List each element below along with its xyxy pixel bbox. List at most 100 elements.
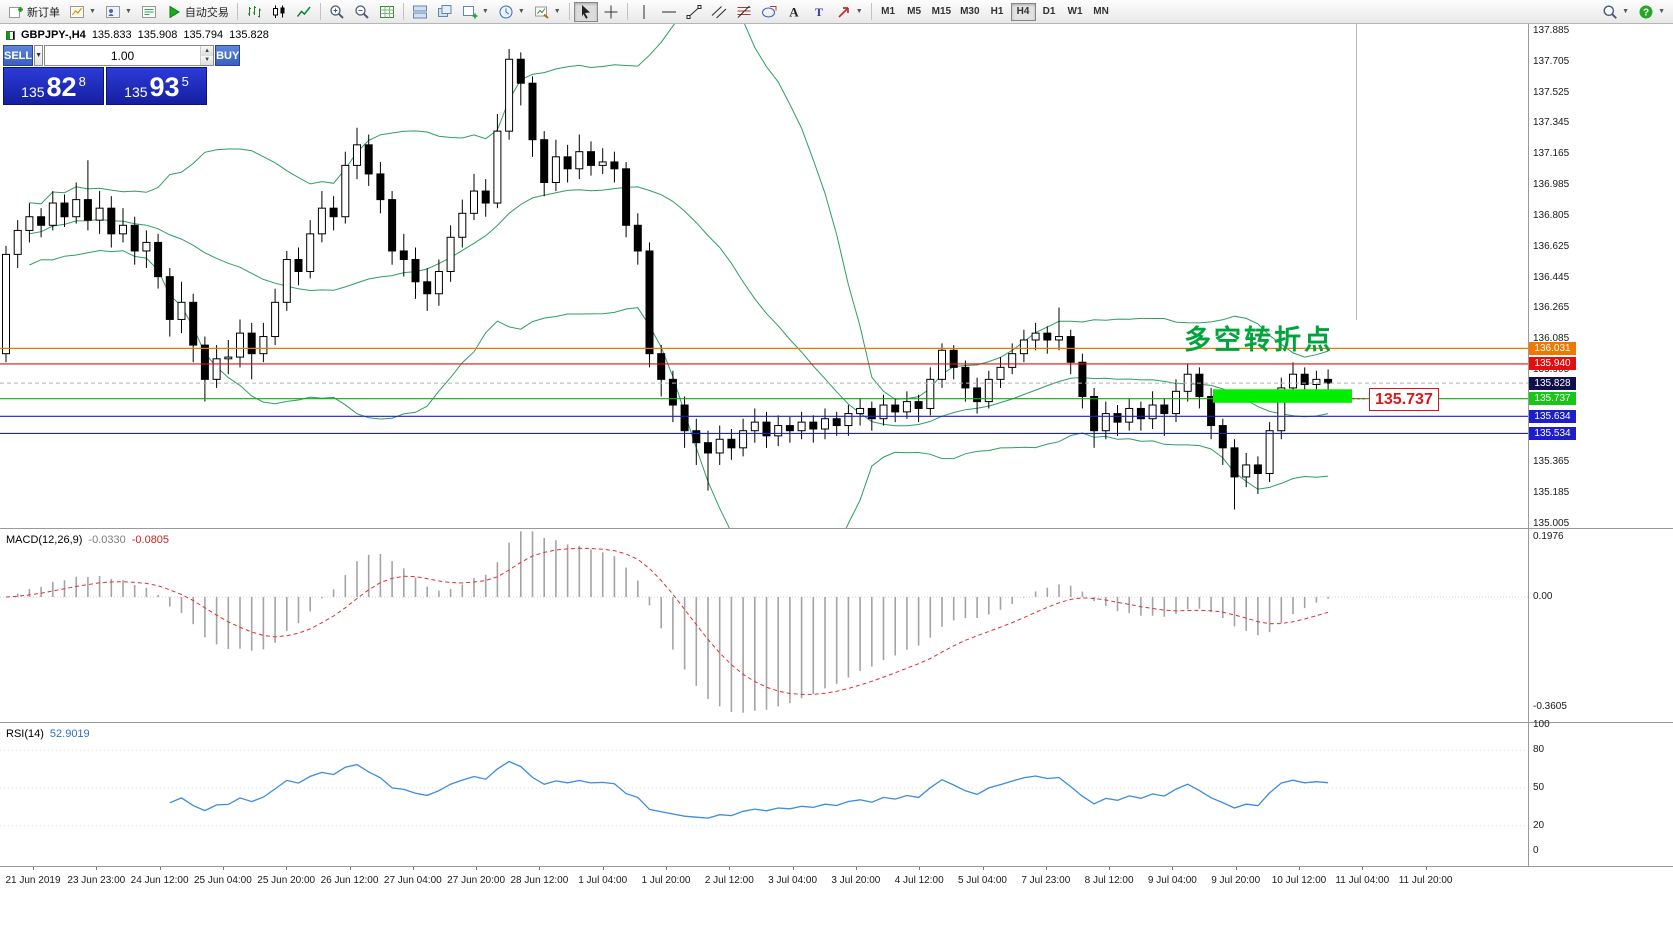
time-tick	[919, 867, 921, 870]
time-tick	[96, 867, 98, 870]
vertical-line-button[interactable]	[632, 2, 656, 22]
time-axis-label: 5 Jul 04:00	[958, 875, 1007, 886]
volume-down-button[interactable]: ▼	[201, 55, 214, 65]
toolbar-separator	[568, 3, 570, 20]
search-button[interactable]: ▼	[1598, 2, 1633, 22]
time-tick	[666, 867, 667, 870]
timeframe-m5[interactable]: M5	[902, 3, 927, 21]
grid-button[interactable]	[375, 2, 399, 22]
sell-button[interactable]: SELL	[3, 45, 34, 66]
timeframe-d1[interactable]: D1	[1037, 3, 1062, 21]
time-tick	[412, 867, 414, 870]
toolbar-separator	[870, 3, 872, 20]
time-axis-label: 3 Jul 04:00	[768, 875, 818, 886]
help-button[interactable]: ▼	[1634, 2, 1669, 22]
rsi-label: RSI(14) 52.9019	[6, 728, 90, 740]
rsi-axis-label: 0	[1533, 845, 1539, 856]
time-tick	[982, 867, 984, 870]
bollinger-lower	[29, 249, 1329, 528]
time-axis[interactable]: 21 Jun 2019 23 Jun 23:00 24 Jun 12:00 25 Ju…	[0, 867, 1673, 893]
panel-separator[interactable]	[0, 722, 1673, 723]
tile-windows-button[interactable]	[408, 2, 432, 22]
time-axis-label: 3 Jul 20:00	[831, 875, 881, 886]
bollinger-upper	[29, 24, 1329, 400]
time-tick	[1109, 867, 1111, 870]
line-chart-button[interactable]	[292, 2, 316, 22]
timeframe-m30[interactable]: M30	[956, 3, 983, 21]
buy-price-prefix: 135	[124, 84, 148, 100]
price-axis-label: 136.805	[1533, 209, 1570, 221]
terminal-button[interactable]	[137, 2, 161, 22]
macd-histogram	[16, 531, 1329, 713]
cascade-windows-button[interactable]	[433, 2, 457, 22]
new-window-button[interactable]: ▼	[458, 2, 493, 22]
fibonacci-button[interactable]	[732, 2, 756, 22]
timeframe-w1[interactable]: W1	[1063, 3, 1088, 21]
time-tick	[1235, 867, 1237, 870]
annotation-text[interactable]: 多空转折点	[1184, 325, 1334, 355]
time-axis-label: 25 Jun 20:00	[257, 875, 316, 886]
price-axis-label: 137.705	[1533, 55, 1570, 67]
highlight-rectangle[interactable]	[1213, 389, 1352, 403]
macd-indicator-panel[interactable]	[0, 528, 1528, 722]
volume-up-button[interactable]: ▲	[201, 46, 214, 56]
axis-separator	[0, 866, 1673, 867]
profiles-button[interactable]: ▼	[101, 2, 136, 22]
time-axis-label: 7 Jul 23:00	[1021, 875, 1071, 886]
cursor-icon	[581, 4, 590, 19]
new-order-button[interactable]: 新订单	[4, 2, 64, 22]
text-icon	[788, 4, 799, 19]
sell-price-display[interactable]: 135 82 8	[3, 67, 104, 105]
candlestick-chart-button[interactable]	[267, 2, 291, 22]
candlestick-chart[interactable]	[0, 24, 1528, 528]
price-axis-label: 135.005	[1533, 518, 1570, 529]
bar-chart-button[interactable]	[242, 2, 266, 22]
trendline-button[interactable]	[682, 2, 706, 22]
panel-separator[interactable]	[0, 528, 1673, 529]
autotrading-button[interactable]: 自动交易	[162, 2, 233, 22]
time-tick	[286, 867, 288, 870]
chart-icon	[6, 30, 15, 40]
buy-button[interactable]: BUY	[215, 45, 241, 66]
time-axis-label: 25 Jun 04:00	[193, 875, 252, 886]
text-label-button[interactable]	[807, 2, 831, 22]
volume-dropdown-button[interactable]: ▼	[34, 45, 44, 66]
text-button[interactable]	[782, 2, 806, 22]
time-axis-label: 8 Jul 12:00	[1084, 875, 1134, 886]
indicators-button[interactable]: ▼	[494, 2, 529, 22]
time-tick	[476, 867, 478, 870]
timeframe-h1[interactable]: H1	[985, 3, 1010, 21]
indicators-icon	[499, 5, 513, 18]
zoom-in-button[interactable]	[325, 2, 349, 22]
channel-icon	[711, 5, 727, 18]
macd-axis-label: -0.3605	[1533, 700, 1567, 712]
toolbar-separator	[236, 3, 238, 20]
volume-input[interactable]	[45, 46, 201, 65]
timeframe-mn[interactable]: MN	[1089, 3, 1114, 21]
horizontal-line-button[interactable]	[657, 2, 681, 22]
time-axis-label: 1 Jul 20:00	[641, 875, 691, 886]
time-axis-label: 2 Jul 12:00	[704, 875, 754, 886]
arrows-button[interactable]: ▼	[832, 2, 867, 22]
timeframe-m15[interactable]: M15	[928, 3, 955, 21]
candles	[2, 48, 1333, 510]
highlight-price-label[interactable]: 135.737	[1369, 387, 1439, 411]
shapes-button[interactable]	[757, 2, 781, 22]
time-tick	[1425, 867, 1427, 870]
autotrading-play-icon	[169, 5, 180, 18]
cursor-button[interactable]	[573, 1, 598, 22]
bollinger-middle	[29, 186, 1329, 427]
timeframe-h4[interactable]: H4	[1010, 2, 1036, 21]
new-chart-button[interactable]: ▼	[65, 2, 100, 22]
templates-button[interactable]: ▼	[530, 2, 565, 22]
channel-button[interactable]	[707, 2, 731, 22]
toolbar-separator	[626, 3, 628, 20]
crosshair-button[interactable]	[599, 2, 623, 22]
zoom-out-button[interactable]	[350, 2, 374, 22]
time-tick	[792, 867, 794, 870]
rsi-indicator-panel[interactable]	[0, 722, 1528, 866]
buy-price-display[interactable]: 135 93 5	[106, 67, 207, 105]
macd-axis-label: 0.00	[1533, 591, 1553, 602]
horizontal-line-icon	[661, 11, 677, 12]
timeframe-m1[interactable]: M1	[876, 3, 901, 21]
